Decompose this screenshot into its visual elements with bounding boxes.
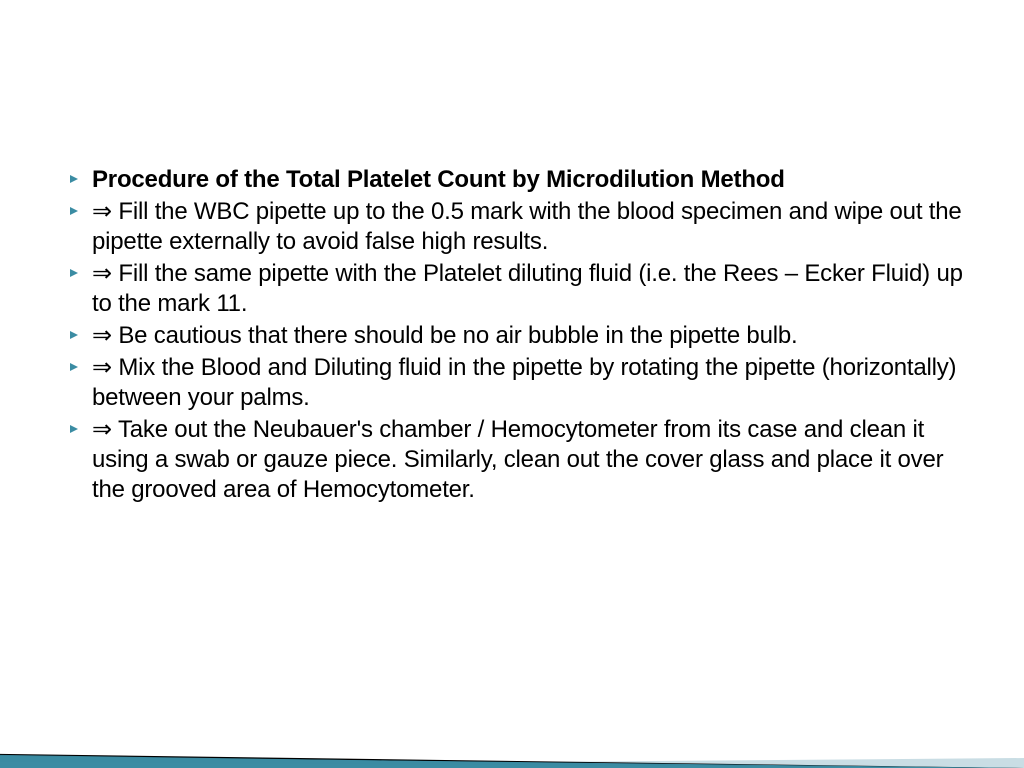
bullet-item: Procedure of the Total Platelet Count by… [70,165,964,195]
slide-content: Procedure of the Total Platelet Count by… [70,165,964,507]
bullet-text: ⇒ Take out the Neubauer's chamber / Hemo… [92,415,964,505]
decor-triangle-light [0,758,1024,768]
bullet-text: ⇒ Fill the WBC pipette up to the 0.5 mar… [92,197,964,257]
bullet-text: ⇒ Mix the Blood and Diluting fluid in th… [92,353,964,413]
bullet-item: ⇒ Fill the same pipette with the Platele… [70,259,964,319]
bullet-text: ⇒ Be cautious that there should be no ai… [92,321,797,351]
bullet-item: ⇒ Mix the Blood and Diluting fluid in th… [70,353,964,413]
bullet-text: Procedure of the Total Platelet Count by… [92,165,785,195]
bullet-triangle-icon [70,331,78,339]
bullet-triangle-icon [70,175,78,183]
bullet-triangle-icon [70,425,78,433]
bullet-triangle-icon [70,363,78,371]
bullet-item: ⇒ Take out the Neubauer's chamber / Hemo… [70,415,964,505]
bullet-item: ⇒ Be cautious that there should be no ai… [70,321,964,351]
bullet-triangle-icon [70,207,78,215]
slide-corner-decoration [0,608,1024,768]
bullet-triangle-icon [70,269,78,277]
decor-triangle-main [0,755,900,768]
bullet-text: ⇒ Fill the same pipette with the Platele… [92,259,964,319]
decor-triangle-black [0,754,1024,768]
decor-triangle-teal [0,756,1024,768]
bullet-item: ⇒ Fill the WBC pipette up to the 0.5 mar… [70,197,964,257]
